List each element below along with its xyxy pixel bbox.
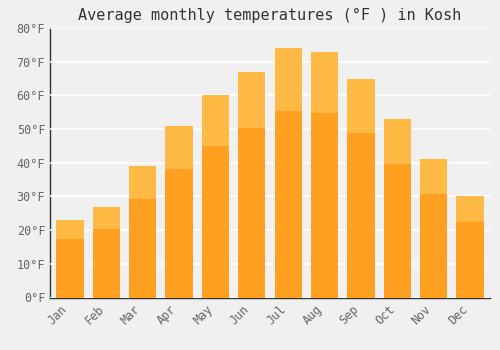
Bar <box>166 126 192 169</box>
Bar <box>456 196 483 298</box>
Bar <box>420 159 448 194</box>
Bar <box>56 220 84 298</box>
Bar <box>274 48 302 298</box>
Bar <box>202 95 229 298</box>
Bar <box>384 119 411 163</box>
Bar <box>92 206 120 229</box>
Bar <box>166 126 192 298</box>
Bar <box>92 206 120 298</box>
Bar <box>311 51 338 113</box>
Bar <box>311 51 338 298</box>
Bar <box>129 166 156 298</box>
Bar <box>348 78 374 298</box>
Bar <box>56 220 84 239</box>
Bar <box>238 72 266 298</box>
Bar <box>456 196 483 222</box>
Bar <box>384 119 411 298</box>
Title: Average monthly temperatures (°F ) in Kosh: Average monthly temperatures (°F ) in Ko… <box>78 8 462 23</box>
Bar <box>202 95 229 146</box>
Bar <box>129 166 156 199</box>
Bar <box>238 72 266 128</box>
Bar <box>348 78 374 133</box>
Bar <box>420 159 448 298</box>
Bar <box>274 48 302 111</box>
